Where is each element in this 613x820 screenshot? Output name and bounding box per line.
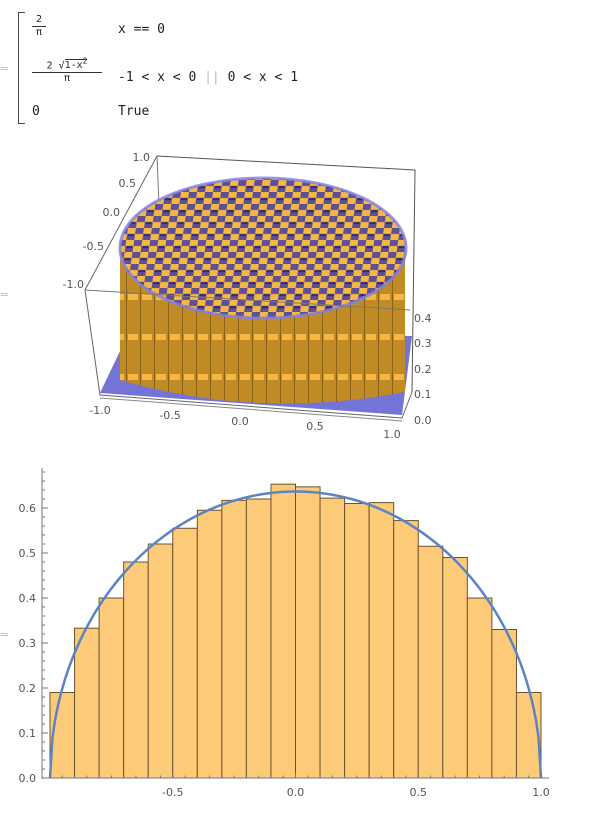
histogram-bar [491, 629, 517, 779]
x-tick: 1.0 [383, 428, 401, 441]
y-tick: 0.5 [119, 177, 137, 190]
histogram-bar [319, 497, 346, 779]
z-tick: 0.1 [414, 388, 432, 401]
y-tick: 0.0 [103, 206, 121, 219]
histogram-plot: 0.0 0.1 0.2 0.3 0.4 0.5 0.6 -0.5 0.0 0.5 1.0 [19, 468, 550, 799]
x-tick-label: 1.0 [532, 786, 550, 799]
histogram-bar [221, 499, 247, 779]
x-tick: -1.0 [89, 404, 110, 417]
z-tick: 0.3 [414, 337, 432, 350]
histogram-3d-plot: 1.0 0.5 0.0 -0.5 -1.0 -1.0 -0.5 0.0 0.5 … [63, 151, 432, 441]
histogram-bar [295, 486, 321, 779]
box-edge [156, 155, 416, 393]
z-tick: 0.0 [414, 414, 432, 427]
y-tick-label: 0.1 [19, 727, 37, 740]
z-tick: 0.4 [414, 312, 432, 325]
case-2-value: 2 √1-x2 π [32, 56, 102, 85]
y-tick-label: 0.3 [19, 637, 37, 650]
y-tick: -1.0 [63, 278, 84, 291]
histogram-bar [270, 483, 297, 779]
piecewise-brace [18, 12, 25, 124]
y-tick: -0.5 [83, 240, 104, 253]
histogram-bar [344, 503, 370, 779]
histogram-bar [245, 498, 272, 779]
x-tick-label: 0.5 [410, 786, 428, 799]
histogram-bar [147, 543, 174, 779]
z-tick: 0.2 [414, 363, 432, 376]
histogram-bar [442, 557, 468, 779]
x-tick: 0.5 [306, 420, 324, 433]
histogram-bar [123, 561, 149, 779]
x-tick: 0.0 [231, 415, 249, 428]
output-marker: = [0, 62, 10, 75]
output-marker: = [0, 628, 10, 641]
y-tick-label: 0.6 [19, 502, 37, 515]
histogram-bar [74, 627, 100, 779]
y-tick-label: 0.4 [19, 592, 37, 605]
case-3-value: 0 [32, 104, 40, 119]
y-tick-label: 0.0 [19, 772, 37, 785]
histogram-bar [172, 527, 198, 779]
output-marker: = [0, 288, 10, 301]
y-tick-label: 0.5 [19, 547, 37, 560]
case-1-condition: x == 0 [118, 22, 165, 37]
histogram-bar [98, 597, 125, 779]
x-tick: -0.5 [159, 409, 180, 422]
y-tick-label: 0.2 [19, 682, 37, 695]
histogram-top [120, 178, 406, 318]
histogram-bar [196, 509, 223, 779]
histogram-bar [368, 502, 395, 779]
histogram-bar [417, 545, 444, 779]
y-tick: 1.0 [133, 151, 151, 164]
x-tick-label: 0.0 [287, 786, 305, 799]
piecewise-output: 2 π x == 0 2 √1-x2 π -1 < x < 0 || 0 < x… [18, 12, 378, 127]
case-1-value: 2 π [32, 14, 46, 39]
x-tick-label: -0.5 [162, 786, 183, 799]
histogram-bar [49, 692, 76, 779]
density-curve [48, 490, 543, 779]
case-2-condition: -1 < x < 0 || 0 < x < 1 [118, 70, 299, 85]
case-3-condition: True [118, 104, 150, 119]
histogram-bar [393, 520, 419, 779]
histogram-bar [466, 597, 493, 779]
